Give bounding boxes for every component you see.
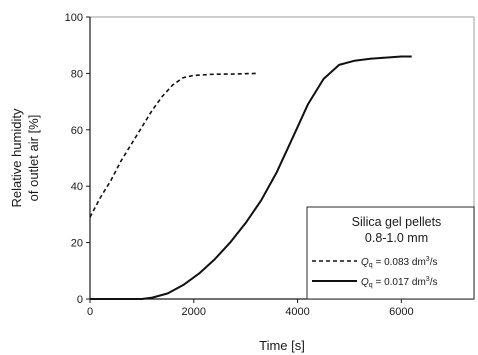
x-tick-label: 0 xyxy=(87,306,93,318)
x-axis-title: Time [s] xyxy=(259,338,305,353)
legend-entry-high-flow-unit: /s xyxy=(430,257,438,268)
legend-entry-low-flow-value: = 0.017 dm xyxy=(373,277,426,288)
axes: 0 20 40 60 80 100 0 2000 4000 6000 xyxy=(65,12,475,318)
legend-entry-high-flow: Qq = 0.083 dm3/s xyxy=(361,256,437,269)
x-tick-label: 2000 xyxy=(182,306,206,318)
legend-entry-high-flow-symbol: Q xyxy=(361,257,369,268)
y-tick-label: 80 xyxy=(71,68,83,80)
y-tick-label: 100 xyxy=(65,12,83,24)
y-tick-label: 0 xyxy=(77,294,83,306)
y-tick-label: 40 xyxy=(71,181,83,193)
legend-entry-high-flow-subscript: q xyxy=(369,262,373,269)
series-line-high-flow xyxy=(89,72,257,218)
legend-entry-low-flow-symbol: Q xyxy=(361,277,369,288)
legend-title-line-2: 0.8-1.0 mm xyxy=(365,231,428,245)
legend-entry-high-flow-value: = 0.083 dm xyxy=(373,257,426,268)
legend-box xyxy=(306,206,475,300)
y-axis-title-line-2: of outlet air [%] xyxy=(26,115,41,202)
legend-entry-low-flow-unit: /s xyxy=(430,277,438,288)
legend-entry-low-flow: Qq = 0.017 dm3/s xyxy=(361,276,437,289)
series-layer xyxy=(89,55,412,300)
legend-title-line-1: Silica gel pellets xyxy=(352,215,442,229)
y-axis-title-line-1: Relative humidity xyxy=(9,108,24,207)
x-tick-label: 4000 xyxy=(285,306,309,318)
legend: Silica gel pellets 0.8-1.0 mm Qq = 0.083… xyxy=(306,206,475,300)
series-line-low-flow xyxy=(90,55,412,300)
legend-entry-high-flow-superscript: 3 xyxy=(426,256,430,263)
y-tick-label: 20 xyxy=(71,238,83,250)
legend-entry-low-flow-subscript: q xyxy=(369,282,373,289)
legend-entry-low-flow-superscript: 3 xyxy=(426,276,430,283)
y-tick-label: 60 xyxy=(71,125,83,137)
x-tick-label: 6000 xyxy=(389,306,413,318)
